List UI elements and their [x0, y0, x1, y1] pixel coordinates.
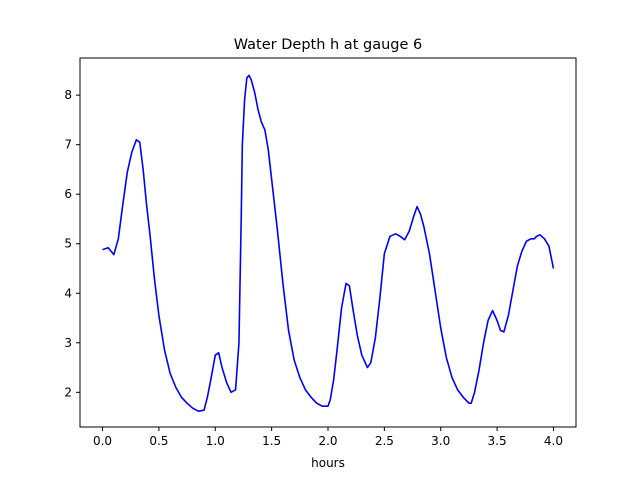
y-tick-label: 6	[64, 187, 72, 201]
x-tick-label: 4.0	[544, 434, 563, 448]
x-tick-label: 1.5	[262, 434, 281, 448]
x-tick-label: 1.0	[206, 434, 225, 448]
y-tick-label: 8	[64, 88, 72, 102]
x-tick-label: 0.0	[93, 434, 112, 448]
chart-title: Water Depth h at gauge 6	[234, 37, 422, 53]
x-tick-label: 2.0	[318, 434, 337, 448]
x-axis-ticks: 0.0 0.5 1.0 1.5 2.0 2.5 3.0 3.5 4.0	[93, 427, 563, 448]
x-axis-label: hours	[311, 456, 345, 470]
series-layer	[102, 74, 555, 412]
y-tick-label: 3	[64, 336, 72, 350]
y-axis-ticks: 2 3 4 5 6 7 8	[64, 88, 80, 399]
x-tick-label: 0.5	[149, 434, 168, 448]
y-tick-label: 7	[64, 138, 72, 152]
series-line-0	[102, 74, 555, 412]
x-tick-label: 2.5	[375, 434, 394, 448]
y-tick-label: 5	[64, 237, 72, 251]
y-tick-label: 2	[64, 385, 72, 399]
y-tick-label: 4	[64, 286, 72, 300]
x-tick-label: 3.0	[431, 434, 450, 448]
x-tick-label: 3.5	[488, 434, 507, 448]
plot-area-frame	[79, 57, 577, 428]
